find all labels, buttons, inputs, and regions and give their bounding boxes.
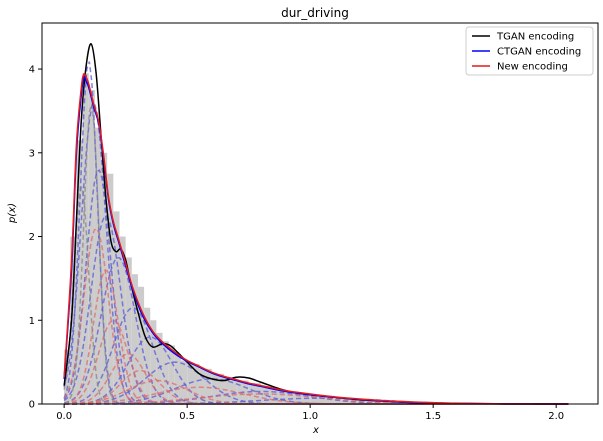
x-tick-label: 0.5 xyxy=(179,411,195,422)
histogram-bar xyxy=(310,395,335,404)
y-tick-label: 3 xyxy=(29,148,35,159)
histogram-bar xyxy=(76,140,83,405)
component-curve-red xyxy=(64,386,569,405)
y-axis-label: p(x) xyxy=(7,203,18,224)
legend-label-new: New encoding xyxy=(497,62,568,73)
x-tick-label: 2.0 xyxy=(548,411,564,422)
histogram-bar xyxy=(224,377,237,404)
histogram-bar xyxy=(156,332,163,404)
histogram-bar xyxy=(162,341,169,404)
legend-label-ctgan: CTGAN encoding xyxy=(497,47,581,58)
chart-title: dur_driving xyxy=(281,6,349,20)
x-tick-label: 1.5 xyxy=(425,411,441,422)
histogram-bar xyxy=(181,360,188,404)
y-tick-label: 0 xyxy=(29,400,35,411)
y-tick-label: 2 xyxy=(29,232,35,243)
component-curve-red xyxy=(64,393,569,405)
histogram-bar xyxy=(144,307,151,404)
histogram-bar xyxy=(131,274,138,404)
histogram xyxy=(64,73,569,405)
histogram-bar xyxy=(82,73,89,405)
x-tick-label: 0.0 xyxy=(56,411,72,422)
plot-frame xyxy=(41,22,599,405)
histogram-bar xyxy=(174,353,181,404)
x-tick-label: 1.0 xyxy=(302,411,318,422)
legend-box xyxy=(465,26,594,76)
histogram-bar xyxy=(101,152,108,404)
density-curves xyxy=(63,43,569,405)
y-tick-label: 4 xyxy=(29,65,35,76)
histogram-bar xyxy=(297,393,311,404)
histogram-bar xyxy=(248,383,261,404)
legend-label-tgan: TGAN encoding xyxy=(496,32,574,43)
legend: TGAN encoding CTGAN encoding New encodin… xyxy=(465,26,594,76)
histogram-bar xyxy=(125,257,132,404)
x-axis-ticks: 0.0 0.5 1.0 1.5 2.0 xyxy=(56,404,564,422)
histogram-bar xyxy=(119,236,126,404)
histogram-bar xyxy=(150,320,157,404)
histogram-bar xyxy=(168,345,175,404)
y-axis-ticks: 0 1 2 3 4 xyxy=(29,65,42,411)
histogram-bar xyxy=(94,127,102,405)
histogram-bar xyxy=(88,89,95,405)
y-tick-label: 1 xyxy=(29,316,35,327)
new-encoding-curve xyxy=(63,72,569,405)
x-axis-label: x xyxy=(312,425,319,436)
